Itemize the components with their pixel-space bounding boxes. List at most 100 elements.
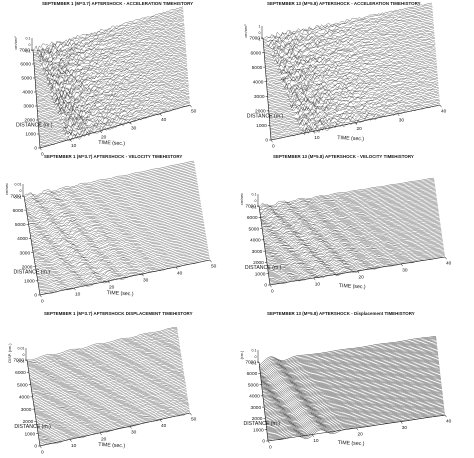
trace-line — [31, 354, 182, 388]
distance-tick-label: 6000 — [250, 50, 261, 56]
trace-line — [29, 195, 200, 232]
distance-tick-label: 7000 — [249, 36, 260, 42]
time-tick-label: 30 — [399, 117, 405, 123]
distance-tick-label: 2000 — [24, 118, 35, 124]
time-tick — [209, 259, 212, 263]
time-tick — [39, 294, 42, 298]
trace-line — [260, 350, 438, 380]
trace-line — [38, 87, 189, 132]
trace-line — [258, 337, 437, 367]
time-tick-label: 0 — [41, 450, 44, 456]
trace-line — [263, 9, 433, 47]
distance-tick-label: 0 — [34, 444, 37, 450]
time-tick — [129, 426, 132, 429]
trace-line — [35, 234, 206, 271]
trace-line — [265, 395, 443, 423]
trace-line — [265, 392, 443, 420]
trace-line — [24, 164, 195, 200]
trace-line — [38, 85, 189, 130]
amplitude-axis-label: cm/sec — [240, 193, 244, 205]
trace-line — [38, 252, 209, 287]
time-tick — [99, 432, 102, 436]
distance-tick-label: 7000 — [245, 204, 256, 210]
time-tick-label: 0 — [41, 152, 44, 158]
trace-line — [36, 55, 187, 99]
time-tick — [159, 419, 162, 422]
trace-line — [270, 94, 440, 131]
time-tick — [189, 412, 192, 416]
trace-line — [265, 30, 435, 66]
trace-line — [262, 369, 440, 397]
trace-line — [28, 190, 199, 226]
trace-line — [258, 177, 435, 207]
distance-tick-label: 4000 — [250, 238, 261, 244]
trace-line — [30, 350, 181, 384]
chart-svg: 0 10 20 30 40 50 TIME (sec.) 7000 6000 5000 4000 30… — [14, 6, 197, 158]
trace-line — [35, 47, 186, 91]
amplitude-tick-label: 0 — [255, 355, 257, 359]
time-tick — [312, 434, 314, 437]
trace-line — [267, 64, 437, 100]
trace-line — [261, 194, 437, 224]
trace-line — [263, 4, 433, 40]
panel-sep13-velocity: SEPTEMBER 13 (M=5.8) AFTERSHOCK - VELOCI… — [237, 152, 474, 305]
trace-line — [31, 207, 202, 244]
trace-line — [31, 357, 182, 391]
trace-line — [265, 394, 443, 422]
trace-line — [31, 354, 182, 389]
trace-line — [268, 70, 438, 107]
trace-line — [32, 212, 203, 249]
distance-axis-label: DISTANCE (m.) — [245, 265, 282, 271]
trace-line — [263, 379, 442, 407]
amplitude-tick-label: -0.1 — [250, 206, 256, 210]
time-axis-label: TIME (sec.) — [107, 290, 134, 297]
trace-line — [25, 171, 196, 209]
trace-line — [267, 410, 445, 438]
distance-tick-label: 0 — [34, 146, 37, 152]
trace-line — [39, 406, 190, 440]
trace-line — [261, 355, 439, 385]
trace-line — [264, 386, 442, 415]
trace-line — [266, 398, 444, 426]
amplitude-tick-label: -0.01 — [16, 360, 24, 364]
panel-sep1-velocity: SEPTEMBER 1 (M=3.7) AFTERSHOCK - VELOCIT… — [0, 152, 237, 305]
time-tick-label: 20 — [358, 432, 364, 438]
trace-line — [29, 341, 180, 377]
trace-line — [35, 229, 206, 266]
trace-line — [27, 181, 198, 218]
amplitude-axis-label: cm/sec² — [244, 24, 248, 38]
amplitude-tick-label: 0.1 — [26, 37, 31, 41]
trace-line — [268, 77, 438, 113]
trace-line — [36, 388, 187, 422]
trace-line — [263, 15, 434, 52]
trace-line — [37, 77, 188, 121]
time-axis-label: TIME (sec.) — [339, 283, 366, 290]
trace-line — [264, 220, 440, 250]
distance-tick-label: 3000 — [254, 94, 265, 100]
trace-line — [36, 58, 187, 102]
trace-line — [39, 97, 190, 141]
trace-line — [269, 251, 445, 280]
trace-line — [39, 408, 190, 442]
trace-line — [38, 89, 189, 133]
trace-line — [26, 178, 197, 215]
time-tick-label: 10 — [71, 143, 77, 149]
trace-line — [30, 352, 181, 386]
trace-line — [262, 204, 438, 233]
trace-line — [30, 351, 181, 385]
time-tick — [401, 263, 403, 267]
trace-line — [264, 20, 434, 58]
distance-tick-label: 1000 — [253, 427, 264, 433]
trace-line — [27, 184, 198, 221]
trace-line — [37, 67, 188, 111]
trace-line — [264, 215, 440, 245]
trace-line — [30, 203, 201, 240]
trace-line — [268, 78, 439, 115]
time-tick — [444, 414, 447, 418]
trace-line — [267, 239, 443, 269]
traces — [32, 6, 191, 149]
trace-line — [269, 85, 439, 121]
trace-line — [260, 190, 436, 220]
traces — [27, 327, 191, 446]
trace-line — [263, 210, 439, 240]
